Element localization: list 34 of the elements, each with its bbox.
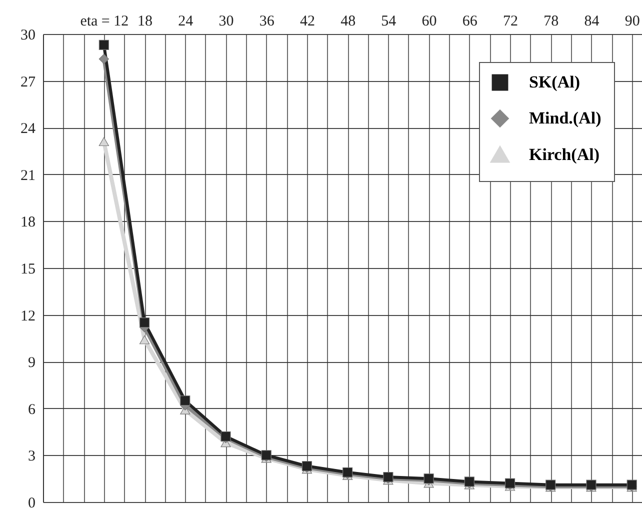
x-tick-label: 42 [300, 14, 315, 30]
x-tick-label: 48 [340, 14, 356, 30]
legend-label: SK(Al) [529, 72, 580, 92]
x-tick-label: 84 [584, 14, 600, 30]
point [98, 54, 109, 64]
y-tick-label: 30 [20, 28, 36, 44]
y-tick-label: 3 [28, 448, 36, 465]
y-tick-label: 27 [20, 74, 36, 90]
y-tick-label: 21 [20, 168, 36, 184]
y-tick-label: 15 [20, 262, 36, 278]
x-tick-label: 66 [462, 14, 478, 30]
x-tick-label: 90 [624, 14, 640, 30]
legend-label: Mind.(Al) [529, 108, 602, 128]
y-tick-label: 9 [28, 355, 36, 372]
point [98, 40, 109, 50]
point [139, 318, 150, 328]
point [180, 396, 190, 406]
point [139, 335, 150, 344]
y-tick-label: 18 [20, 214, 36, 231]
y-tick-label: 12 [20, 308, 36, 324]
x-tick-label: 60 [422, 14, 437, 30]
y-tick-label: 0 [28, 496, 36, 512]
x-tick-label: 78 [544, 14, 559, 30]
legend-label: Kirch(Al) [529, 145, 600, 164]
y-tick-label: 24 [20, 121, 36, 138]
x-tick-label: eta = 12 [80, 14, 129, 30]
y-tick-label: 6 [28, 402, 36, 418]
x-tick-label: 24 [178, 14, 194, 30]
x-tick-label: 18 [138, 14, 153, 30]
x-tick-label: 54 [381, 14, 397, 30]
x-tick-label: 36 [259, 14, 275, 30]
x-tick-label: 30 [218, 14, 234, 30]
x-tick-label: 72 [503, 14, 518, 30]
point [98, 137, 109, 146]
